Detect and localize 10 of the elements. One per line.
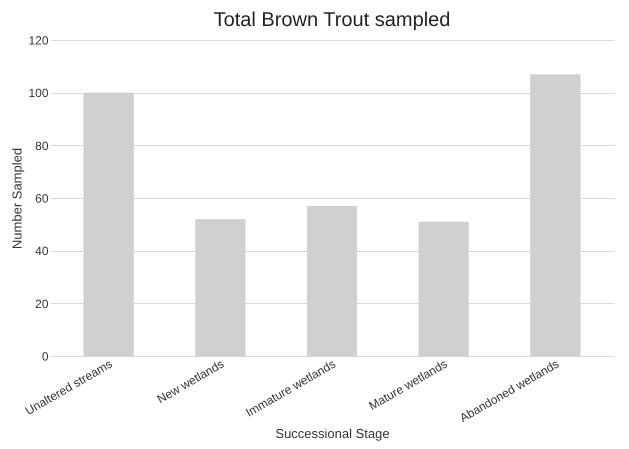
- chart-title: Total Brown Trout sampled: [214, 9, 450, 31]
- y-axis-title: Number Sampled: [9, 148, 24, 250]
- y-tick-label: 0: [42, 350, 49, 364]
- y-tick-label: 40: [35, 244, 49, 258]
- y-tick-label: 120: [28, 34, 49, 48]
- y-tick-label: 100: [28, 86, 49, 100]
- y-tick-label: 80: [35, 138, 49, 153]
- x-axis-title: Successional Stage: [275, 426, 390, 442]
- y-tick-label: 60: [35, 192, 49, 206]
- y-tick-label: 20: [35, 296, 49, 311]
